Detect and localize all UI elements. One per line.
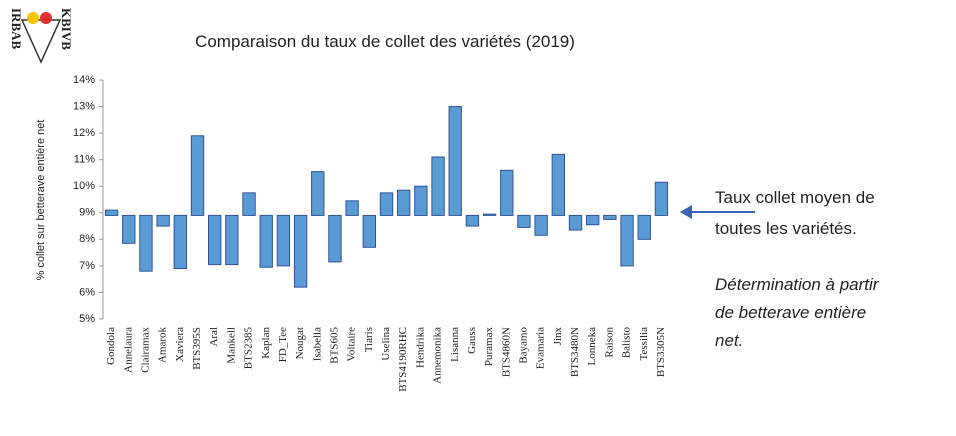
bar [122,214,136,244]
bar [568,214,583,231]
annotation-text: net. [715,331,743,350]
x-tick-label: Tiaris [363,327,375,352]
x-tick-label: Balisto [621,327,633,359]
x-tick-label: Evamaria [535,327,547,369]
y-tick-label: 14% [73,74,95,86]
bar [190,135,205,216]
logo-dot [27,12,39,24]
bar [225,214,239,266]
x-tick-label: FD_Tee [277,327,289,362]
bar [448,106,462,216]
bar [396,189,411,216]
x-tick-label: Amarok [157,327,169,364]
x-tick-label: Bayamo [517,327,529,364]
y-tick-label: 6% [79,286,95,298]
bar [173,214,188,270]
bar [259,214,273,268]
y-tick-label: 12% [73,127,95,139]
logo-dot [40,12,52,24]
x-tick-label: BTS605 [328,327,340,364]
logo-text: IRBAB [9,8,24,50]
bar [482,213,497,216]
x-tick-label: Puramax [483,327,495,367]
bar [293,214,308,288]
bar [551,153,566,216]
bar [104,209,119,216]
x-tick-label: BTS3305N [655,327,667,377]
x-tick-label: BTS395S [191,327,203,370]
logo-text: KBIVB [59,8,74,50]
bar [534,214,548,236]
x-tick-label: Lonneka [586,327,598,366]
x-tick-label: Annelaura [122,327,134,373]
x-tick-label: BTS3480N [569,327,581,377]
annotation-text: de betterave entière [715,303,866,322]
bar [362,214,377,248]
bar [500,169,514,216]
y-tick-label: 9% [79,207,95,219]
chart-title: Comparaison du taux de collet des variét… [195,32,575,51]
x-tick-label: Isabella [311,327,323,361]
bar [276,214,291,267]
x-tick-label: Jinx [552,327,564,346]
y-tick-label: 10% [73,180,95,192]
y-tick-label: 5% [79,313,95,325]
bar [414,185,428,216]
y-tick-label: 7% [79,260,95,272]
bar [637,214,651,240]
bar [465,214,480,227]
bar [139,214,153,272]
bar [156,214,170,227]
x-tick-label: BTS4190RHC [397,327,409,392]
x-tick-label: Hendrika [414,327,426,368]
y-tick-label: 8% [79,233,95,245]
annotation: Taux collet moyen de toutes les variétés… [680,188,880,350]
arrow-head [680,205,692,219]
x-tick-label: Xaviera [174,327,186,362]
bar [517,214,531,228]
x-tick-label: Tessilia [638,327,650,361]
x-tick-label: Aral [208,327,220,347]
bar [311,171,325,216]
x-tick-label: Kaplan [260,327,272,359]
bar [328,214,342,263]
bar [242,192,256,216]
x-tick-label: Voltaire [346,327,358,362]
x-tick-label: BTS4860N [500,327,512,377]
x-tick-label: Gauss [466,327,478,354]
bar [379,192,394,216]
x-tick-label: BTS2385 [243,327,255,370]
x-tick-label: Uselina [380,327,392,361]
bar [603,214,617,220]
bar [585,214,600,226]
x-tick-label: Gondola [105,327,117,365]
logo: IRBAB KBIVB [9,8,74,64]
bar [345,200,359,216]
annotation-text: Détermination à partir [715,275,880,294]
y-tick-label: 13% [73,100,95,112]
bar [654,181,669,216]
annotation-text: Taux collet moyen de [715,188,875,207]
annotation-text: toutes les variétés. [715,219,857,238]
x-tick-label: Annemonika [432,327,444,384]
x-tick-label: Lisanna [449,327,461,362]
bar [207,214,222,266]
bar [620,214,634,267]
y-tick-label: 11% [74,154,95,166]
bar [431,156,445,216]
x-tick-label: Clairamax [139,327,151,373]
y-axis-label: % collet sur betterave entière net [35,120,47,281]
x-tick-label: Nougat [294,327,306,359]
x-tick-label: Raison [603,327,615,358]
x-tick-label: Mankell [225,327,237,364]
